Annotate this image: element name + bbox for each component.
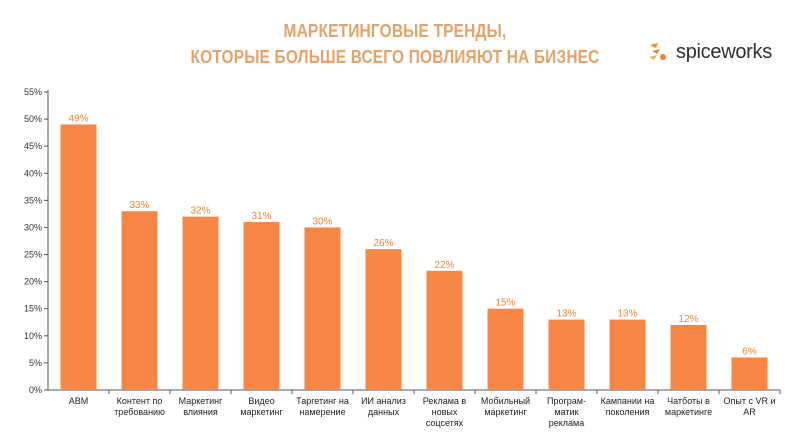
y-tick-label: 30% <box>24 222 42 232</box>
spiceworks-logo-icon <box>649 43 666 60</box>
bar <box>670 324 707 390</box>
y-tick-label: 5% <box>29 358 42 368</box>
x-category-label: Програм-матик реклама <box>547 396 586 428</box>
bar-value-label: 6% <box>742 346 757 357</box>
chart-labels: 49% ABM 33% Контент по требованию 32% Маркетин… <box>68 114 775 428</box>
y-tick-label: 20% <box>24 277 42 287</box>
bar-value-label: 30% <box>312 216 332 227</box>
y-tick-label: 40% <box>24 168 42 178</box>
y-tick-label: 50% <box>24 114 42 124</box>
y-tick-label: 35% <box>24 195 42 205</box>
x-category-label: Мобильный маркетинг <box>481 396 530 417</box>
bar <box>182 216 219 390</box>
bar-value-label: 26% <box>373 238 393 249</box>
x-category-label: Контент по требованию <box>114 396 165 417</box>
bar-value-label: 22% <box>434 260 454 271</box>
chart-axes: 0% 5% 10% 15% 20% 25% 30% 35% 40% 45% 50% 55% <box>24 87 781 395</box>
bar <box>121 211 158 390</box>
x-category-label: ИИ анализ данных <box>361 396 406 417</box>
y-tick-label: 10% <box>24 331 42 341</box>
bar <box>487 308 524 390</box>
x-category-label: Видео маркетинг <box>240 396 283 417</box>
bar <box>60 124 97 390</box>
y-tick-label: 15% <box>24 304 42 314</box>
chart-title: МАРКЕТИНГОВЫЕ ТРЕНДЫ, КОТОРЫЕ БОЛЬШЕ ВСЕ… <box>184 18 605 70</box>
x-category-label: ABM <box>69 396 89 406</box>
x-category-label: Таргетинг на намерение <box>296 396 349 417</box>
x-category-label: Кампании на поколения <box>601 396 655 417</box>
chart-title-line-2: КОТОРЫЕ БОЛЬШЕ ВСЕГО ПОВЛИЯЮТ НА БИЗНЕС <box>190 47 600 67</box>
bar-value-label: 49% <box>68 114 88 125</box>
bar-value-label: 31% <box>251 211 271 222</box>
logo-text: spiceworks <box>676 40 772 63</box>
y-tick-label: 45% <box>24 141 42 151</box>
spiceworks-logo: spiceworks <box>646 38 772 66</box>
y-tick-label: 25% <box>24 250 42 260</box>
y-tick-label: 0% <box>29 385 42 395</box>
y-tick-label: 55% <box>24 87 42 97</box>
bar <box>426 270 463 390</box>
bar-value-label: 13% <box>617 309 637 320</box>
bar <box>365 249 402 390</box>
bar-value-label: 15% <box>495 298 515 309</box>
bar <box>304 227 341 390</box>
bar <box>731 357 768 390</box>
x-category-label: Реклама в новых соцсетях <box>423 396 467 428</box>
x-category-label: Опыт с VR и AR <box>724 396 776 417</box>
chart-bars <box>60 124 768 390</box>
chart-title-line-1: МАРКЕТИНГОВЫЕ ТРЕНДЫ, <box>283 21 507 41</box>
x-category-label: Чатботы в маркетинге <box>665 396 712 417</box>
bar <box>548 319 585 390</box>
bar-value-label: 12% <box>678 314 698 325</box>
x-category-label: Маркетинг влияния <box>179 396 223 417</box>
bar-value-label: 33% <box>129 200 149 211</box>
bar <box>243 222 280 390</box>
bar <box>609 319 646 390</box>
bar-value-label: 32% <box>190 206 210 217</box>
bar-value-label: 13% <box>556 309 576 320</box>
